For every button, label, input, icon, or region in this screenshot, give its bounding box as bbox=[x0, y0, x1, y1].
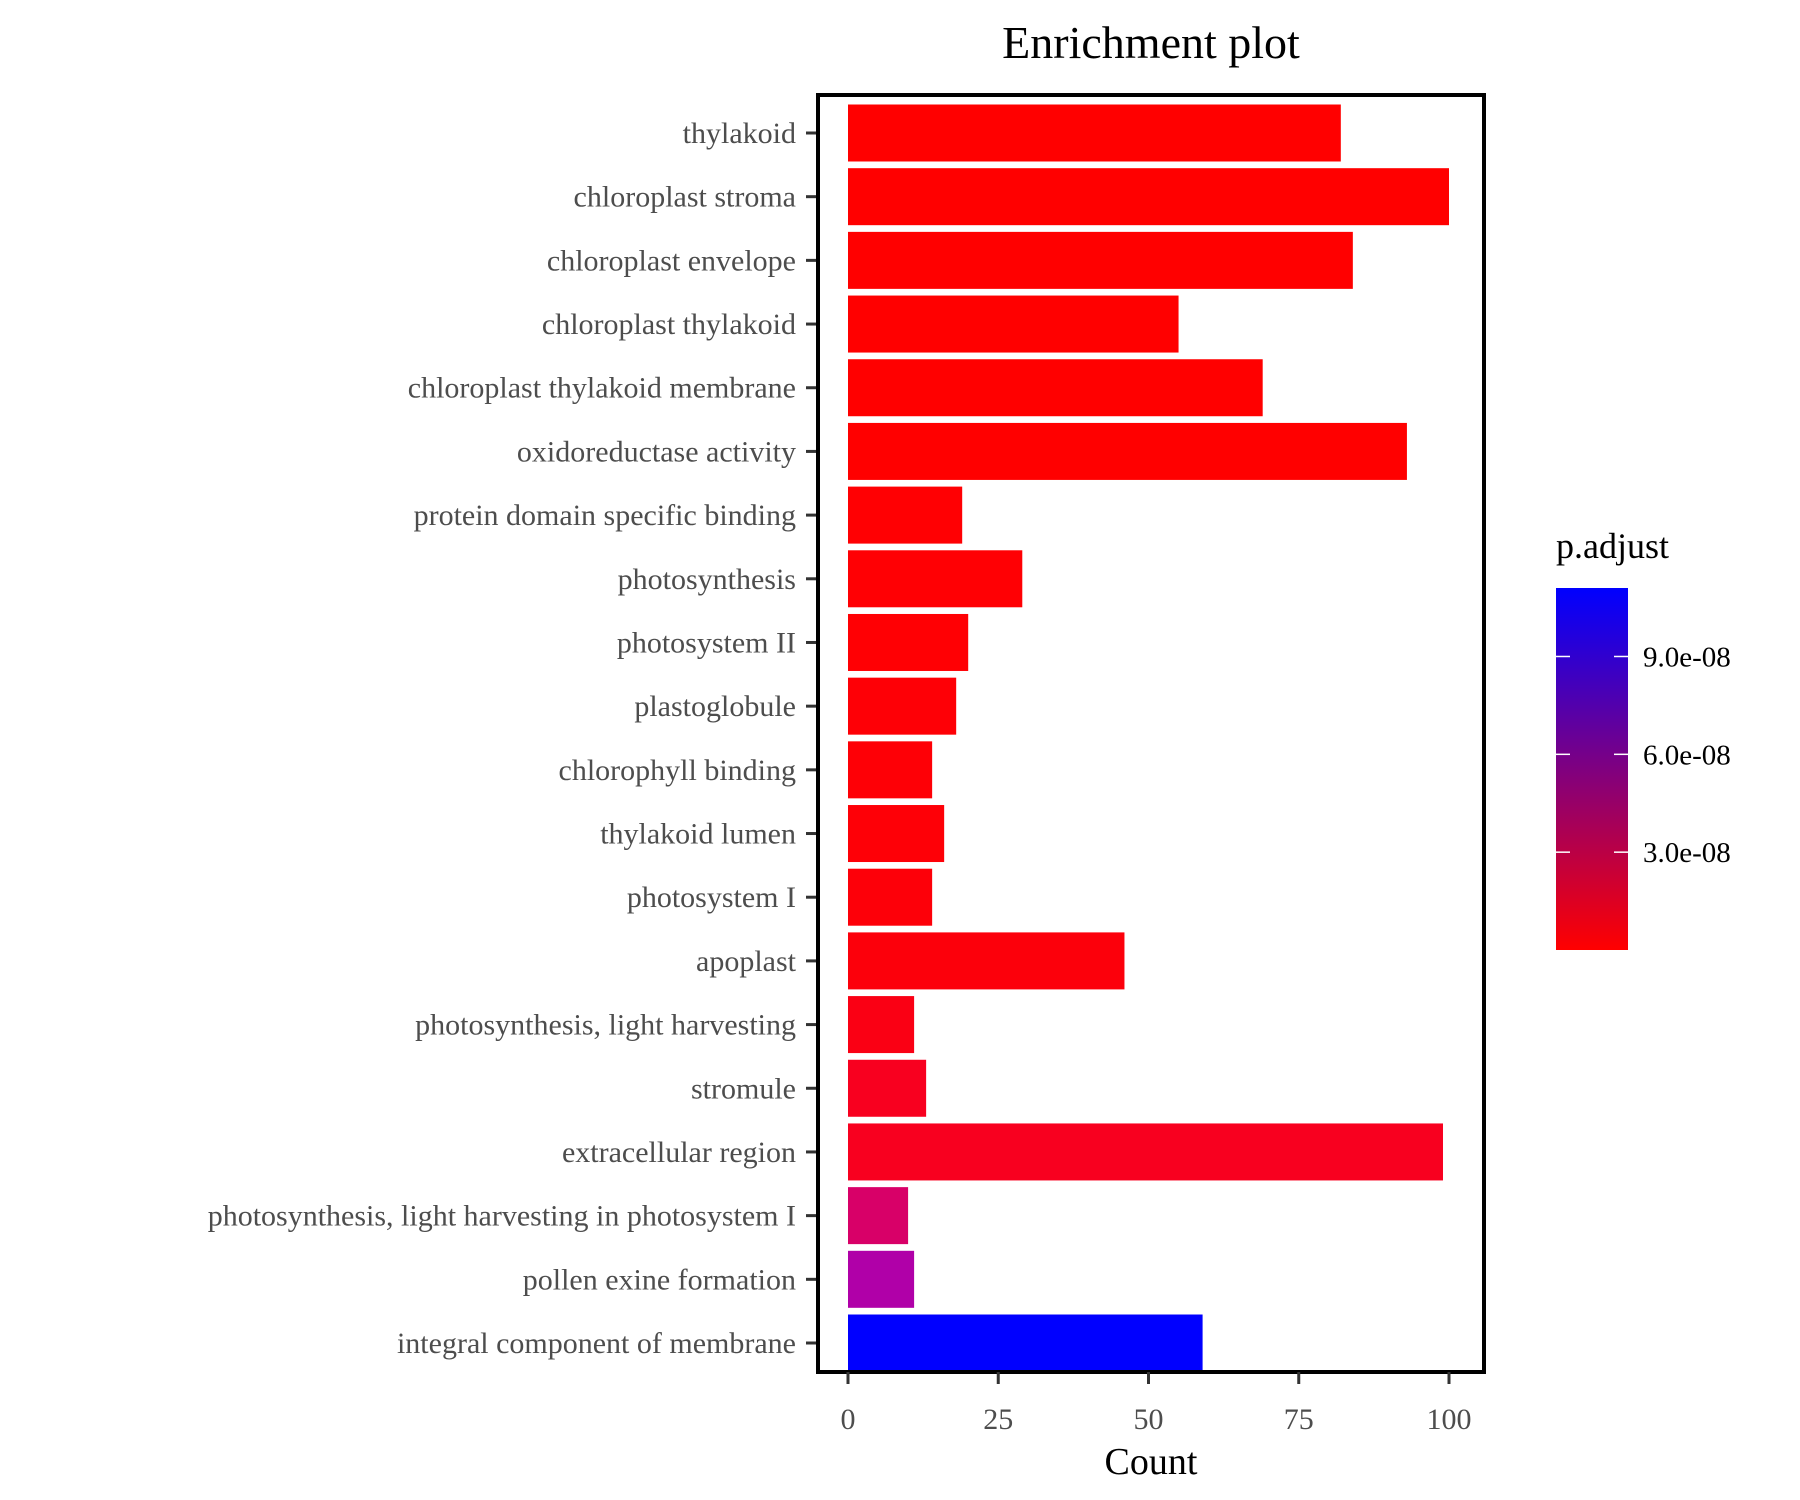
bar bbox=[848, 295, 1179, 353]
bar bbox=[848, 231, 1353, 289]
bar bbox=[848, 996, 915, 1054]
y-tick-label: chloroplast thylakoid bbox=[542, 308, 796, 341]
y-tick-label: photosynthesis, light harvesting bbox=[415, 1009, 796, 1042]
y-tick-label: photosystem II bbox=[617, 626, 796, 659]
bar bbox=[848, 1059, 927, 1117]
x-tick-label: 50 bbox=[1134, 1403, 1164, 1436]
bar bbox=[848, 1187, 909, 1245]
legend-tick-label: 6.0e-08 bbox=[1643, 739, 1731, 771]
y-tick-label: chloroplast stroma bbox=[574, 181, 796, 214]
bar bbox=[848, 677, 957, 735]
legend-colorbar bbox=[1556, 588, 1628, 950]
bar bbox=[848, 868, 933, 926]
legend-tick-label: 3.0e-08 bbox=[1643, 837, 1731, 869]
bar bbox=[848, 104, 1341, 162]
y-tick-label: photosynthesis bbox=[618, 563, 796, 596]
y-tick-label: integral component of membrane bbox=[397, 1327, 796, 1360]
bar bbox=[848, 613, 969, 671]
chart-title: Enrichment plot bbox=[1002, 17, 1300, 68]
panel-border bbox=[816, 93, 1486, 1374]
bar bbox=[848, 168, 1449, 226]
bar bbox=[848, 359, 1263, 417]
y-tick-label: photosystem I bbox=[627, 881, 796, 914]
y-tick-label: apoplast bbox=[696, 945, 797, 978]
x-tick-label: 0 bbox=[841, 1403, 856, 1436]
x-tick-label: 25 bbox=[983, 1403, 1013, 1436]
bar bbox=[848, 1123, 1443, 1181]
y-tick-label: stromule bbox=[691, 1072, 796, 1105]
x-tick-label: 75 bbox=[1284, 1403, 1314, 1436]
bar bbox=[848, 805, 945, 863]
y-tick-label: chloroplast envelope bbox=[547, 244, 796, 277]
y-tick-labels: thylakoid chloroplast stroma chloroplast e… bbox=[208, 117, 818, 1360]
y-tick-label: protein domain specific binding bbox=[414, 499, 796, 532]
x-axis-title: Count bbox=[1105, 1441, 1198, 1483]
x-axis: 0 25 50 75 100 bbox=[841, 1372, 1472, 1436]
y-tick-label: plastoglobule bbox=[634, 690, 796, 723]
bar bbox=[848, 422, 1407, 480]
y-tick-label: photosynthesis, light harvesting in phot… bbox=[208, 1200, 796, 1233]
y-tick-label: chloroplast thylakoid membrane bbox=[408, 372, 796, 405]
bar bbox=[848, 741, 933, 799]
x-tick-label: 100 bbox=[1427, 1403, 1472, 1436]
bar bbox=[848, 1250, 915, 1308]
bar bbox=[848, 486, 963, 544]
bars-group bbox=[848, 104, 1449, 1372]
bar bbox=[848, 932, 1125, 990]
legend-ticks: 3.0e-08 6.0e-08 9.0e-08 bbox=[1556, 641, 1731, 869]
y-tick-label: chlorophyll binding bbox=[559, 754, 796, 787]
legend-tick-label: 9.0e-08 bbox=[1643, 641, 1731, 673]
y-tick-label: thylakoid bbox=[683, 117, 796, 150]
y-tick-label: pollen exine formation bbox=[523, 1263, 796, 1296]
y-tick-label: thylakoid lumen bbox=[600, 818, 796, 851]
y-tick-label: extracellular region bbox=[562, 1136, 796, 1169]
color-legend: p.adjust 3.0e-08 6.0e-08 9.0e-08 bbox=[1556, 526, 1731, 950]
legend-title: p.adjust bbox=[1556, 526, 1669, 566]
y-tick-label: oxidoreductase activity bbox=[517, 435, 796, 468]
bar bbox=[848, 550, 1023, 608]
bar bbox=[848, 1314, 1203, 1372]
